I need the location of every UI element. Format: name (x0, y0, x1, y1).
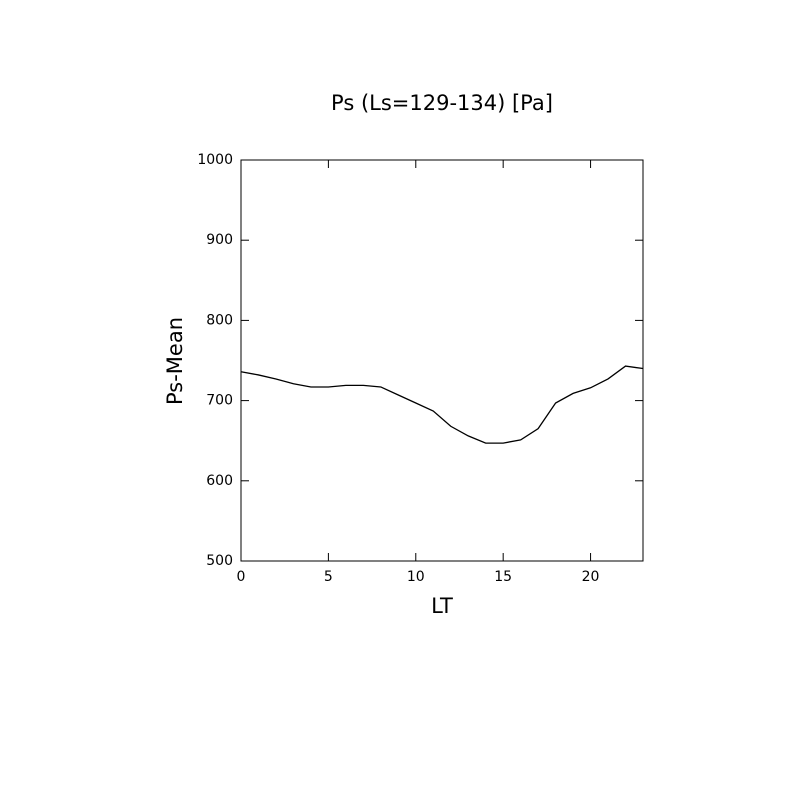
x-tick-label: 5 (324, 569, 333, 585)
y-tick-label: 900 (206, 232, 233, 248)
y-tick-label: 800 (206, 312, 233, 328)
x-tick-label: 15 (494, 569, 512, 585)
x-tick-label: 10 (407, 569, 425, 585)
y-tick-label: 1000 (197, 152, 233, 168)
data-line (240, 365, 644, 444)
x-tick-label: 20 (582, 569, 600, 585)
y-axis-label: Ps-Mean (163, 317, 187, 405)
chart-title: Ps (Ls=129-134) [Pa] (331, 91, 553, 115)
x-axis-label: LT (431, 594, 453, 618)
y-tick-label: 500 (206, 553, 233, 569)
plot-frame (240, 159, 644, 562)
y-tick-label: 700 (206, 393, 233, 409)
x-tick-label: 0 (237, 569, 246, 585)
y-tick-label: 600 (206, 473, 233, 489)
